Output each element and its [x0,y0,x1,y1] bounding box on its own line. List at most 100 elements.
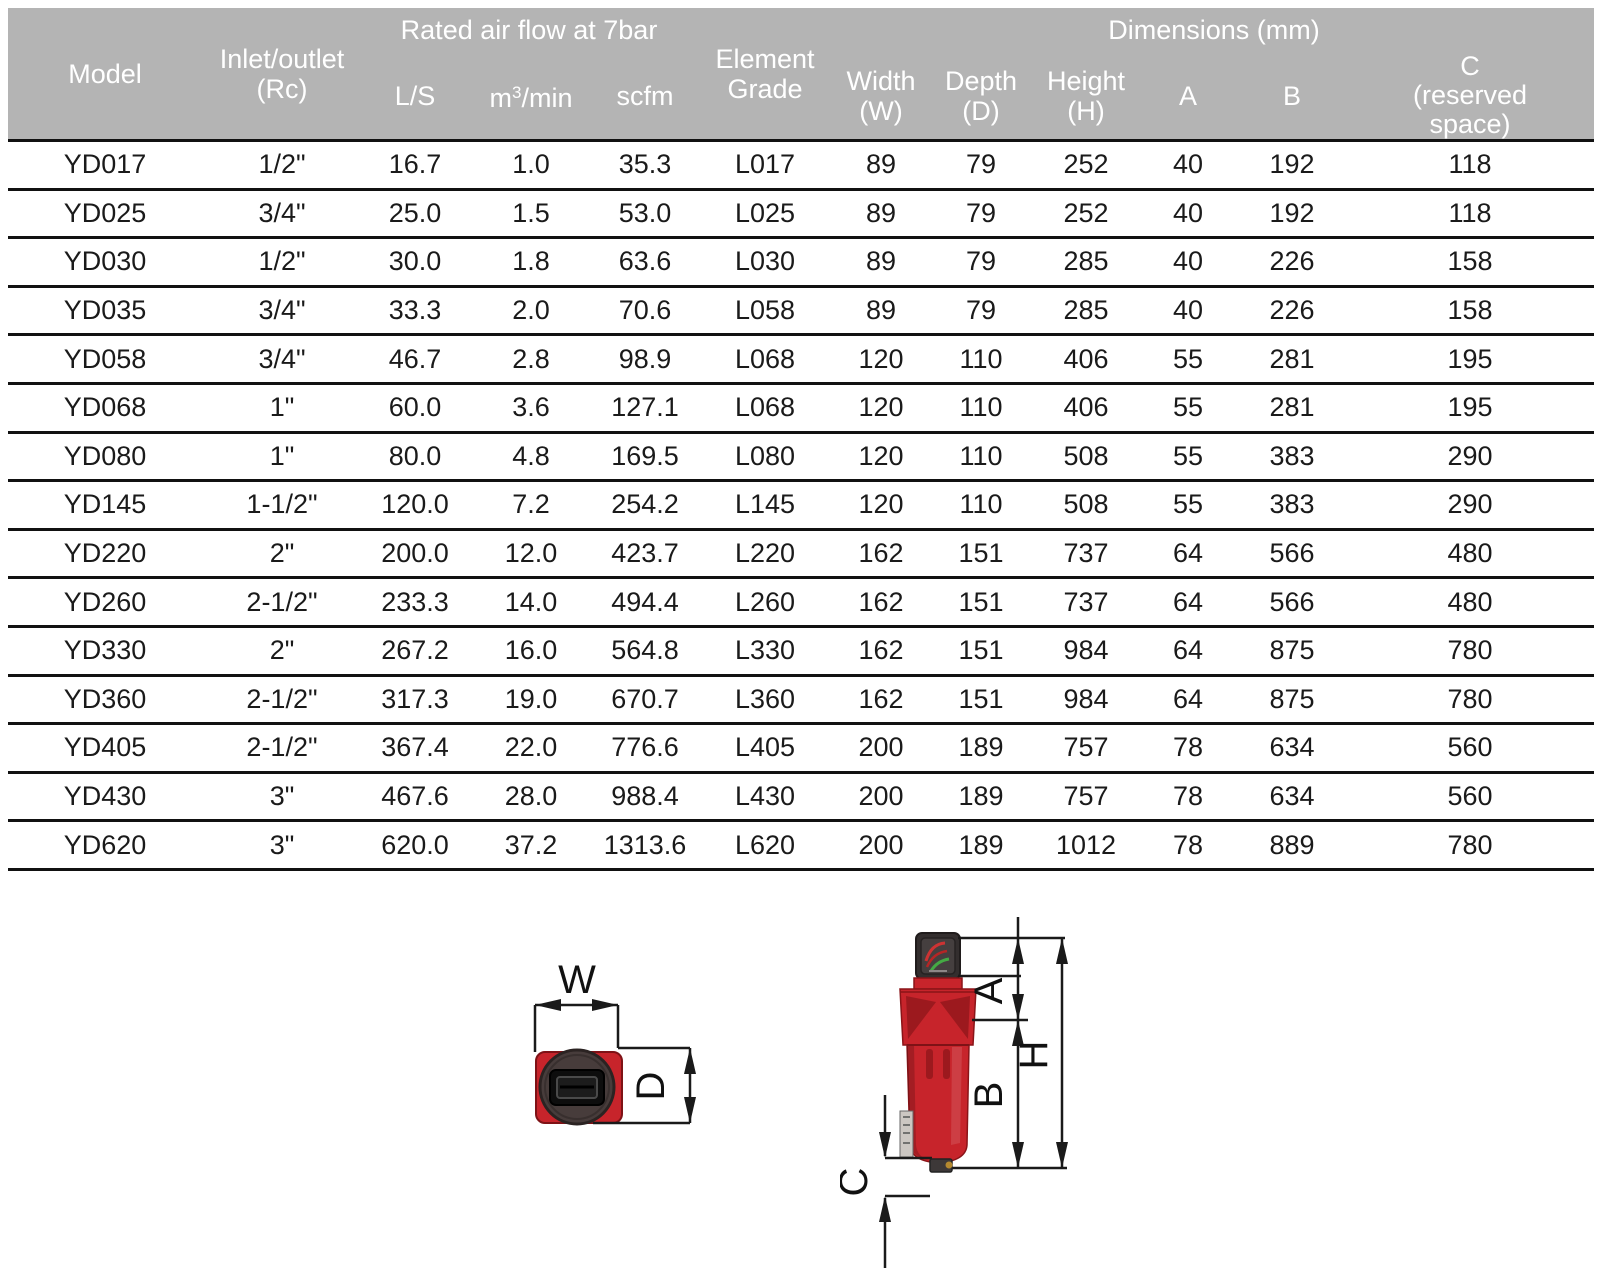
cell-scfm: 1313.6 [594,820,696,871]
col-header-scfm: scfm [594,52,696,141]
cell-height: 252 [1034,140,1138,191]
cell-model: YD025 [8,189,202,240]
cell-a: 40 [1138,237,1238,288]
table-row: YD620 3" 620.0 37.2 1313.6 L620 200 189 1012 78 88… [8,820,1595,871]
cell-depth: 110 [928,432,1034,483]
cell-model: YD145 [8,480,202,531]
cell-width: 200 [834,723,928,774]
cell-m3min: 4.8 [468,432,594,483]
cell-b: 634 [1238,723,1346,774]
spec-table-body: YD017 1/2" 16.7 1.0 35.3 L017 89 79 252 40 192 118 Y… [8,140,1595,871]
cell-model: YD058 [8,334,202,385]
cell-height: 1012 [1034,820,1138,871]
a-arrow-down-icon [1012,994,1024,1020]
cell-inlet: 1/2" [202,140,362,191]
table-row: YD220 2" 200.0 12.0 423.7 L220 162 151 737 64 566 4… [8,529,1595,580]
group-header-dimensions: Dimensions (mm) [834,8,1595,52]
cell-b: 226 [1238,286,1346,337]
col-header-ls: L/S [362,52,468,141]
col-header-depth: Depth (D) [928,52,1034,141]
cell-c: 560 [1346,772,1595,823]
d-arrow-up-icon [684,1048,696,1074]
cell-c: 780 [1346,626,1595,677]
cell-m3min: 22.0 [468,723,594,774]
cell-c: 780 [1346,820,1595,871]
cell-height: 984 [1034,675,1138,726]
cell-depth: 151 [928,529,1034,580]
cell-model: YD405 [8,723,202,774]
cell-inlet: 2" [202,529,362,580]
cell-c: 118 [1346,189,1595,240]
cell-depth: 189 [928,820,1034,871]
col-header-element-line1: Element [715,43,815,74]
cell-ls: 30.0 [362,237,468,288]
cell-model: YD035 [8,286,202,337]
cell-model: YD017 [8,140,202,191]
cell-height: 737 [1034,529,1138,580]
cell-width: 120 [834,432,928,483]
col-header-model: Model [8,8,202,141]
cell-c: 480 [1346,529,1595,580]
filter-top-view [535,1048,623,1126]
cell-scfm: 35.3 [594,140,696,191]
col-header-inlet: Inlet/outlet (Rc) [202,8,362,141]
cell-a: 64 [1138,626,1238,677]
cell-m3min: 19.0 [468,675,594,726]
cell-width: 120 [834,480,928,531]
w-arrow-left-icon [535,999,561,1011]
cell-height: 406 [1034,383,1138,434]
cell-ls: 80.0 [362,432,468,483]
cell-height: 508 [1034,480,1138,531]
cell-m3min: 1.0 [468,140,594,191]
cell-b: 875 [1238,675,1346,726]
table-row: YD405 2-1/2" 367.4 22.0 776.6 L405 200 189 757 78… [8,723,1595,774]
b-arrow-down-icon [1012,1142,1024,1168]
cell-m3min: 37.2 [468,820,594,871]
cell-element: L068 [696,334,834,385]
cell-model: YD330 [8,626,202,677]
cell-c: 290 [1346,480,1595,531]
cell-ls: 467.6 [362,772,468,823]
cell-scfm: 127.1 [594,383,696,434]
cell-c: 195 [1346,383,1595,434]
cell-b: 383 [1238,432,1346,483]
cell-element: L080 [696,432,834,483]
cell-m3min: 14.0 [468,577,594,628]
cell-inlet: 3/4" [202,189,362,240]
table-row: YD430 3" 467.6 28.0 988.4 L430 200 189 757 78 634 5… [8,772,1595,823]
cell-ls: 46.7 [362,334,468,385]
cell-depth: 79 [928,140,1034,191]
cell-model: YD068 [8,383,202,434]
cell-inlet: 2-1/2" [202,577,362,628]
cell-inlet: 3/4" [202,334,362,385]
table-row: YD017 1/2" 16.7 1.0 35.3 L017 89 79 252 40 192 118 [8,140,1595,191]
cell-c: 560 [1346,723,1595,774]
cell-inlet: 2-1/2" [202,675,362,726]
cell-inlet: 2-1/2" [202,723,362,774]
col-header-width: Width (W) [834,52,928,141]
cell-a: 40 [1138,140,1238,191]
table-row: YD025 3/4" 25.0 1.5 53.0 L025 89 79 252 40 192 118 [8,189,1595,240]
cell-width: 162 [834,529,928,580]
table-row: YD030 1/2" 30.0 1.8 63.6 L030 89 79 285 40 226 158 [8,237,1595,288]
h-arrow-down-icon [1056,1142,1068,1168]
cell-element: L017 [696,140,834,191]
cell-element: L058 [696,286,834,337]
cell-c: 158 [1346,286,1595,337]
cell-inlet: 2" [202,626,362,677]
col-header-m3min: m3/min [468,52,594,141]
cell-model: YD260 [8,577,202,628]
col-header-c: C (reserved space) [1346,52,1595,141]
cell-width: 89 [834,189,928,240]
cell-depth: 151 [928,675,1034,726]
cell-inlet: 3/4" [202,286,362,337]
table-row: YD035 3/4" 33.3 2.0 70.6 L058 89 79 285 40 226 158 [8,286,1595,337]
cell-c: 290 [1346,432,1595,483]
cell-width: 120 [834,334,928,385]
cell-element: L405 [696,723,834,774]
table-row: YD068 1" 60.0 3.6 127.1 L068 120 110 406 55 281 195 [8,383,1595,434]
cell-element: L145 [696,480,834,531]
cell-width: 89 [834,286,928,337]
spec-table: Model Inlet/outlet (Rc) Rated air flow a… [8,8,1595,871]
